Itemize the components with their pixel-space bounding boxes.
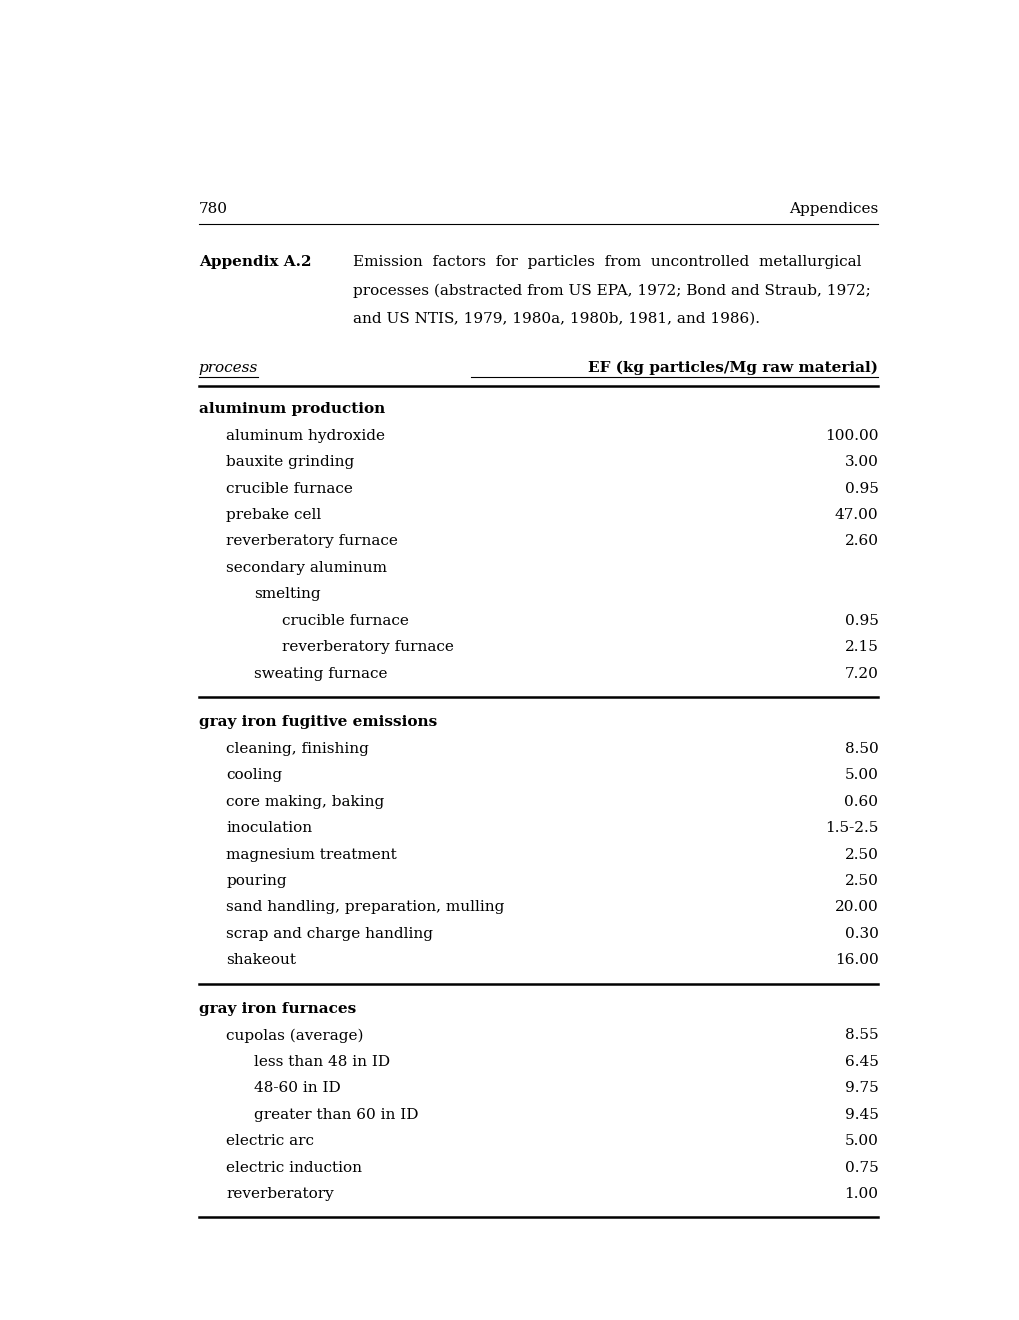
Text: crucible furnace: crucible furnace <box>281 614 409 628</box>
Text: gray iron furnaces: gray iron furnaces <box>199 1002 356 1016</box>
Text: electric induction: electric induction <box>226 1160 362 1175</box>
Text: 2.60: 2.60 <box>844 535 877 549</box>
Text: 2.50: 2.50 <box>844 874 877 888</box>
Text: 8.50: 8.50 <box>844 742 877 756</box>
Text: pouring: pouring <box>226 874 286 888</box>
Text: 16.00: 16.00 <box>834 953 877 968</box>
Text: scrap and charge handling: scrap and charge handling <box>226 927 433 941</box>
Text: reverberatory: reverberatory <box>226 1187 334 1201</box>
Text: and US NTIS, 1979, 1980a, 1980b, 1981, and 1986).: and US NTIS, 1979, 1980a, 1980b, 1981, a… <box>353 312 759 326</box>
Text: 9.75: 9.75 <box>844 1081 877 1096</box>
Text: Appendix A.2: Appendix A.2 <box>199 255 311 269</box>
Text: Appendices: Appendices <box>789 202 877 216</box>
Text: 5.00: 5.00 <box>844 768 877 783</box>
Text: 3.00: 3.00 <box>844 455 877 469</box>
Text: 0.60: 0.60 <box>844 795 877 809</box>
Text: 2.15: 2.15 <box>844 640 877 655</box>
Text: 780: 780 <box>199 202 227 216</box>
Text: cleaning, finishing: cleaning, finishing <box>226 742 369 756</box>
Text: 2.50: 2.50 <box>844 847 877 862</box>
Text: shakeout: shakeout <box>226 953 297 968</box>
Text: process: process <box>199 360 258 375</box>
Text: bauxite grinding: bauxite grinding <box>226 455 355 469</box>
Text: aluminum production: aluminum production <box>199 403 384 416</box>
Text: magnesium treatment: magnesium treatment <box>226 847 396 862</box>
Text: 0.95: 0.95 <box>844 614 877 628</box>
Text: cupolas (average): cupolas (average) <box>226 1028 364 1043</box>
Text: 1.00: 1.00 <box>844 1187 877 1201</box>
Text: processes (abstracted from US EPA, 1972; Bond and Straub, 1972;: processes (abstracted from US EPA, 1972;… <box>353 284 869 298</box>
Text: sweating furnace: sweating furnace <box>254 667 387 681</box>
Text: greater than 60 in ID: greater than 60 in ID <box>254 1107 418 1122</box>
Text: 48-60 in ID: 48-60 in ID <box>254 1081 340 1096</box>
Text: 47.00: 47.00 <box>834 508 877 521</box>
Text: reverberatory furnace: reverberatory furnace <box>226 535 397 549</box>
Text: 5.00: 5.00 <box>844 1134 877 1148</box>
Text: electric arc: electric arc <box>226 1134 314 1148</box>
Text: inoculation: inoculation <box>226 821 312 836</box>
Text: 0.75: 0.75 <box>844 1160 877 1175</box>
Text: secondary aluminum: secondary aluminum <box>226 561 387 576</box>
Text: gray iron fugitive emissions: gray iron fugitive emissions <box>199 715 436 730</box>
Text: 6.45: 6.45 <box>844 1055 877 1069</box>
Text: less than 48 in ID: less than 48 in ID <box>254 1055 389 1069</box>
Text: reverberatory furnace: reverberatory furnace <box>281 640 453 655</box>
Text: prebake cell: prebake cell <box>226 508 321 521</box>
Text: 100.00: 100.00 <box>824 429 877 442</box>
Text: crucible furnace: crucible furnace <box>226 482 353 495</box>
Text: Emission  factors  for  particles  from  uncontrolled  metallurgical: Emission factors for particles from unco… <box>353 255 860 269</box>
Text: aluminum hydroxide: aluminum hydroxide <box>226 429 385 442</box>
Text: sand handling, preparation, mulling: sand handling, preparation, mulling <box>226 900 504 915</box>
Text: 1.5-2.5: 1.5-2.5 <box>824 821 877 836</box>
Text: EF (kg particles/Mg raw material): EF (kg particles/Mg raw material) <box>588 360 877 375</box>
Text: 8.55: 8.55 <box>844 1028 877 1043</box>
Text: 7.20: 7.20 <box>844 667 877 681</box>
Text: cooling: cooling <box>226 768 282 783</box>
Text: 9.45: 9.45 <box>844 1107 877 1122</box>
Text: smelting: smelting <box>254 587 320 602</box>
Text: core making, baking: core making, baking <box>226 795 384 809</box>
Text: 0.95: 0.95 <box>844 482 877 495</box>
Text: 20.00: 20.00 <box>834 900 877 915</box>
Text: 0.30: 0.30 <box>844 927 877 941</box>
